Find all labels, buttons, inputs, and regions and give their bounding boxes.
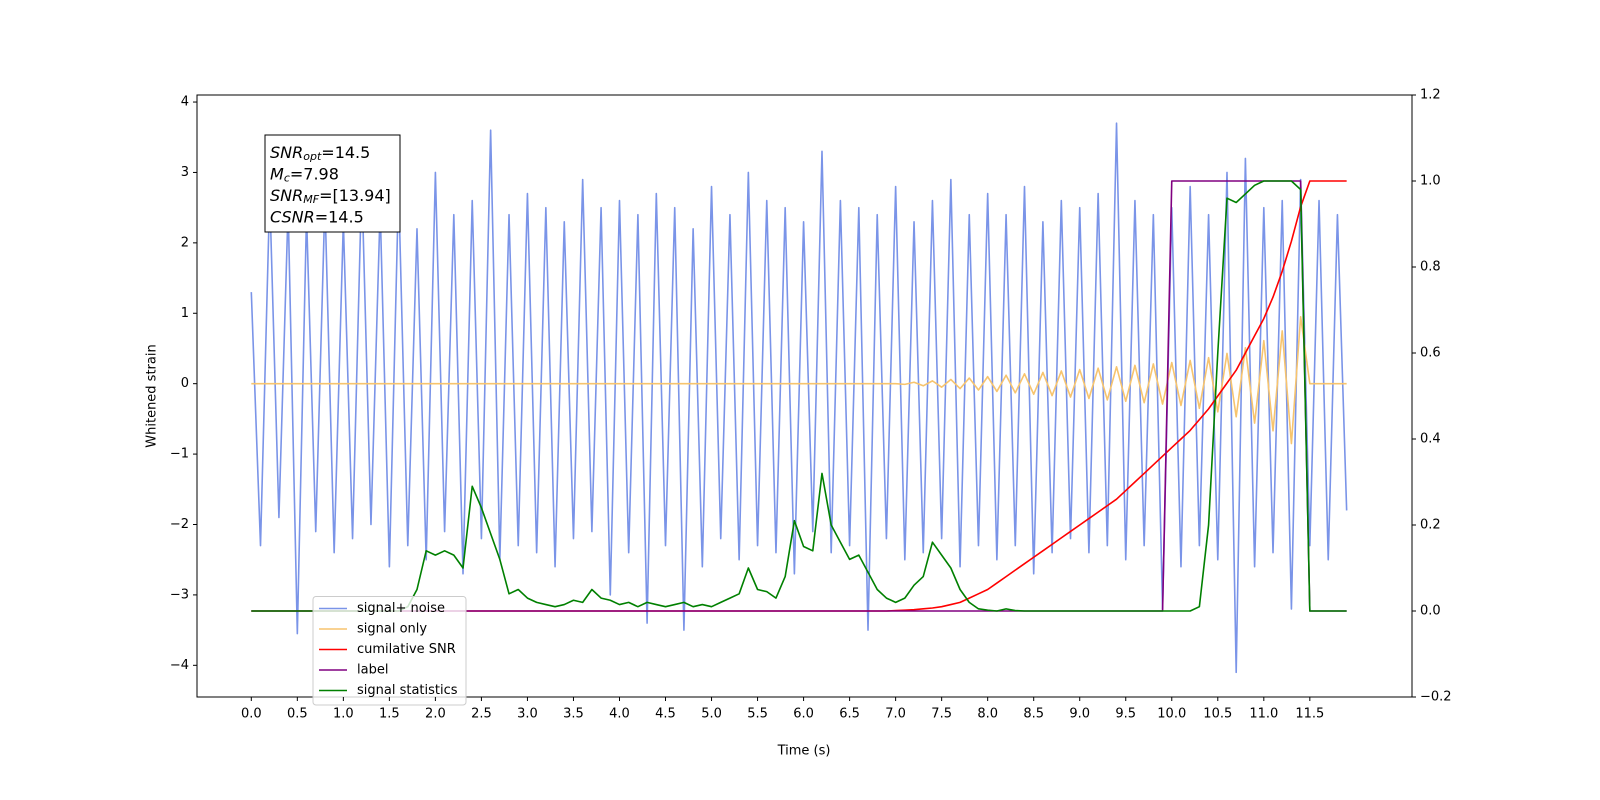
annotation-line: CSNR=14.5 (270, 207, 364, 226)
annotation-symbol: SNR (270, 186, 303, 205)
legend: signal+ noise signal only cumilative SNR la… (312, 596, 467, 706)
annotation-text: =14.5 (315, 207, 364, 226)
y2-tick-label: 1.2 (1420, 88, 1441, 103)
y-tick-label: 4 (181, 95, 189, 110)
x-tick-label: 7.5 (931, 707, 952, 722)
y-tick-label: 2 (181, 235, 189, 250)
series-line (251, 180, 1347, 612)
y-axis-label: Whitened strain (145, 344, 160, 447)
annotation-line: SNRMF=[13.94] (270, 186, 391, 207)
x-tick-label: 9.0 (1069, 707, 1090, 722)
y2-tick-label: −0.2 (1420, 690, 1452, 705)
plot-area (250, 122, 1348, 674)
x-tick-label: 0.0 (241, 707, 262, 722)
y2-tick-label: 0.8 (1420, 260, 1441, 275)
axes-frame (196, 94, 1413, 698)
annotation-symbol: CSNR (270, 207, 315, 226)
x-tick-label: 6.5 (839, 707, 860, 722)
y-tick-label: −2 (170, 517, 189, 532)
x-tick-label: 1.5 (379, 707, 400, 722)
x-tick-label: 2.0 (425, 707, 446, 722)
series-line (251, 315, 1347, 445)
y-tick-label: −1 (170, 447, 189, 462)
y2-tick-label: 0.2 (1420, 518, 1441, 533)
annotation-subscript: MF (303, 193, 319, 206)
legend-label: signal+ noise (357, 601, 445, 616)
legend-label: cumilative SNR (357, 642, 456, 657)
x-tick-label: 0.5 (287, 707, 308, 722)
annotation-line: Mc=7.98 (270, 164, 339, 185)
x-tick-label: 8.0 (977, 707, 998, 722)
annotation-box (264, 134, 401, 233)
y2-tick-label: 1.0 (1420, 174, 1441, 189)
annotation-text: =[13.94] (319, 186, 391, 205)
x-tick-label: 8.5 (1023, 707, 1044, 722)
y2-tick-label: 0.4 (1420, 432, 1441, 447)
y-tick-label: −4 (170, 658, 189, 673)
annotation-symbol: SNR (270, 143, 303, 162)
x-tick-label: 4.0 (609, 707, 630, 722)
x-tick-label: 2.5 (471, 707, 492, 722)
x-tick-label: 7.0 (885, 707, 906, 722)
y2-tick-label: 0.0 (1420, 604, 1441, 619)
x-tick-label: 9.5 (1115, 707, 1136, 722)
y-tick-label: 3 (181, 165, 189, 180)
annotation-symbol: M (270, 164, 284, 183)
x-tick-label: 6.0 (793, 707, 814, 722)
x-tick-label: 10.0 (1157, 707, 1186, 722)
annotation-subscript: opt (303, 150, 322, 163)
y-tick-label: 1 (181, 306, 189, 321)
x-tick-label: 1.0 (333, 707, 354, 722)
y-tick-label: −3 (170, 587, 189, 602)
legend-box (312, 596, 467, 706)
legend-label: signal only (357, 622, 427, 637)
x-tick-label: 3.0 (517, 707, 538, 722)
x-tick-label: 3.5 (563, 707, 584, 722)
y2-tick-label: 0.6 (1420, 346, 1441, 361)
legend-label: label (357, 663, 388, 678)
x-tick-label: 11.5 (1295, 707, 1324, 722)
legend-label: signal statistics (357, 683, 458, 698)
x-tick-label: 5.5 (747, 707, 768, 722)
x-axis-label: Time (s) (777, 744, 831, 759)
x-tick-label: 11.0 (1249, 707, 1278, 722)
annotation-text: =7.98 (290, 164, 339, 183)
x-tick-label: 4.5 (655, 707, 676, 722)
x-tick-label: 10.5 (1203, 707, 1232, 722)
x-tick-label: 5.0 (701, 707, 722, 722)
annotation-text: =14.5 (321, 143, 370, 162)
y-tick-label: 0 (181, 376, 189, 391)
annotation-subscript: c (284, 172, 290, 185)
annotation-line: SNRopt=14.5 (270, 143, 370, 164)
